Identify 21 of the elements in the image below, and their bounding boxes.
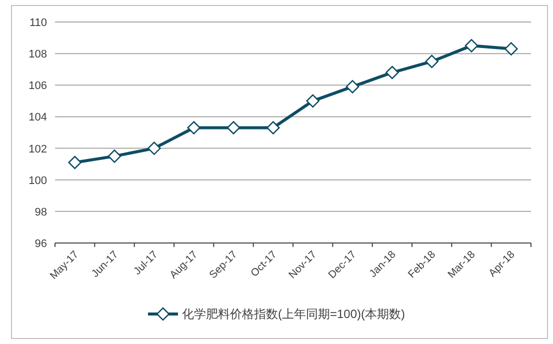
point [386,66,399,80]
y-tick-label: 104 [28,112,47,124]
y-tick-label: 108 [28,48,47,61]
y-tick-label: 96 [34,238,47,250]
point [148,142,161,155]
y-tick-label: 98 [34,206,47,218]
point [346,80,360,94]
point [226,121,240,134]
point [425,54,438,68]
point [504,42,518,56]
y-tick-label: 106 [28,80,47,92]
y-tick-label: 102 [28,143,47,156]
legend: 化学肥料价格指数(上年同期=100)(本期数) [148,307,405,321]
point [68,156,82,170]
y-tick-label: 100 [28,174,47,187]
point [187,121,200,134]
y-tick-label: 110 [29,17,47,29]
point [306,94,320,108]
point [108,150,122,163]
point [266,121,280,134]
point [464,39,478,52]
